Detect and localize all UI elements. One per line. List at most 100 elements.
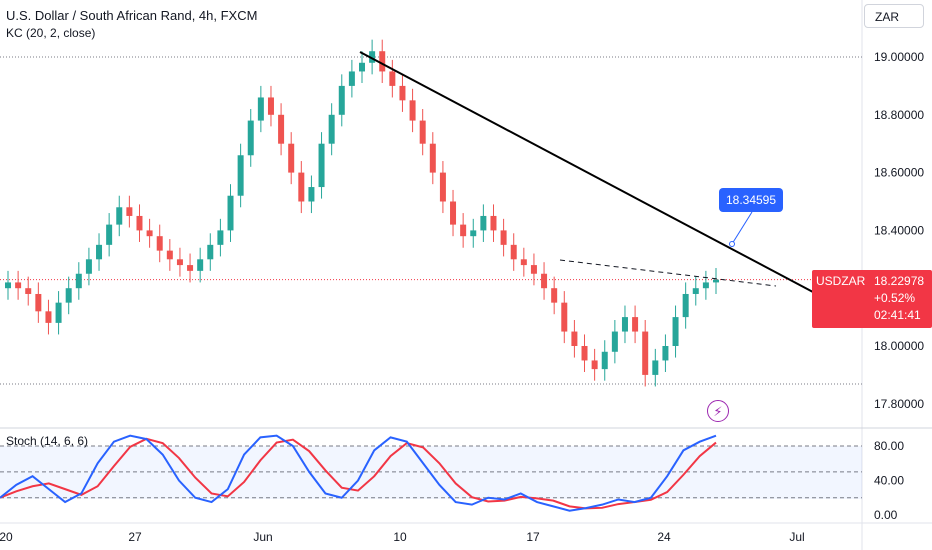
stoch-d-line xyxy=(0,437,717,510)
price-tick-label: 18.60000 xyxy=(874,166,924,180)
candle-body xyxy=(419,120,426,144)
chart-title: U.S. Dollar / South African Rand, 4h, FX… xyxy=(6,8,258,23)
price-callout[interactable]: 18.34595 xyxy=(719,188,783,212)
candle-body xyxy=(106,224,113,245)
last-price-symbol: USDZAR xyxy=(816,274,866,288)
candle-body xyxy=(207,244,214,260)
candle-body xyxy=(450,201,457,225)
candle-body xyxy=(318,143,325,188)
candle-body xyxy=(85,259,92,274)
candle-body xyxy=(267,97,274,115)
time-label: 17 xyxy=(526,530,540,544)
price-tick-label: 19.00000 xyxy=(874,50,924,64)
last-price-value: 18.22978 xyxy=(874,274,925,288)
candle-body xyxy=(409,100,416,121)
candle-body xyxy=(632,317,639,332)
candle-body xyxy=(389,71,396,86)
candle-body xyxy=(65,288,72,303)
indicator-stoch-label[interactable]: Stoch (14, 6, 6) xyxy=(6,434,89,448)
candle-body xyxy=(116,207,123,225)
stoch-tick-label: 0.00 xyxy=(874,508,898,522)
candle-body xyxy=(571,331,578,346)
candle-body xyxy=(257,97,264,121)
candle-body xyxy=(146,230,153,237)
bar-countdown: 02:41:41 xyxy=(874,308,921,322)
candle-body xyxy=(460,224,467,237)
candle-body xyxy=(187,265,194,271)
time-label: 20 xyxy=(0,530,13,544)
time-label: Jun xyxy=(253,530,272,544)
time-label: 10 xyxy=(393,530,407,544)
candle-body xyxy=(197,259,204,271)
stoch-tick-label: 80.00 xyxy=(874,439,904,453)
candle-body xyxy=(530,265,537,274)
candle-body xyxy=(541,273,548,289)
candle-body xyxy=(308,187,315,202)
price-tick-label: 18.40000 xyxy=(874,223,924,237)
candle-body xyxy=(25,288,32,294)
candle-body xyxy=(278,114,285,144)
candle-body xyxy=(611,331,618,352)
candle-body xyxy=(35,293,42,312)
candle-body xyxy=(338,85,345,115)
candle-body xyxy=(328,114,335,144)
candle-body xyxy=(672,317,679,346)
candle-body xyxy=(429,143,436,173)
flash-icon[interactable]: ⚡ xyxy=(707,400,729,422)
candle-body xyxy=(713,279,719,283)
candle-body xyxy=(561,302,568,332)
candle-body xyxy=(55,302,62,323)
stoch-tick-label: 40.00 xyxy=(874,474,904,488)
candle-body xyxy=(480,215,487,231)
candle-body xyxy=(682,293,689,318)
candle-body xyxy=(510,244,517,260)
candle-body xyxy=(237,155,244,196)
candle-body xyxy=(551,288,558,303)
candle-body xyxy=(662,346,669,361)
candle-body xyxy=(591,360,598,370)
candle-body xyxy=(348,71,355,86)
candle-body xyxy=(601,351,608,370)
candle-body xyxy=(298,172,305,202)
trendline xyxy=(359,51,863,319)
last-price-change: +0.52% xyxy=(874,291,916,305)
candle-body xyxy=(490,215,497,231)
time-label: 27 xyxy=(128,530,142,544)
candle-body xyxy=(227,195,234,231)
candle-body xyxy=(379,51,386,72)
candle-body xyxy=(45,311,52,323)
candle-body xyxy=(5,282,11,289)
candle-body xyxy=(217,230,224,245)
candle-body xyxy=(470,230,477,237)
callout-pointer xyxy=(731,211,753,245)
time-label: 24 xyxy=(657,530,671,544)
candle-body xyxy=(288,143,295,173)
last-price-badge: USDZAR 18.22978 +0.52% 02:41:41 xyxy=(812,270,932,328)
currency-button[interactable]: ZAR xyxy=(864,4,924,28)
candle-body xyxy=(642,331,649,375)
candle-body xyxy=(96,244,103,260)
candle-body xyxy=(621,317,628,332)
price-pane xyxy=(0,0,862,428)
candle-body xyxy=(702,282,709,289)
candle-body xyxy=(652,360,659,375)
candle-body xyxy=(15,282,22,289)
stoch-k-line xyxy=(0,434,717,512)
candle-body xyxy=(247,120,254,156)
candle-body xyxy=(156,236,163,251)
time-label: Jul xyxy=(789,530,804,544)
candle-body xyxy=(581,346,588,361)
indicator-kc-label[interactable]: KC (20, 2, close) xyxy=(6,26,96,40)
candle-body xyxy=(166,250,173,260)
candle-body xyxy=(439,172,446,202)
candle-body xyxy=(126,207,133,216)
price-tick-label: 18.80000 xyxy=(874,108,924,122)
candle-body xyxy=(75,273,82,289)
dashed-trendline xyxy=(559,259,777,287)
candle-body xyxy=(520,259,527,266)
candle-body xyxy=(176,259,183,266)
price-tick-label: 17.80000 xyxy=(874,397,924,411)
candle-body xyxy=(369,51,376,63)
candle-body xyxy=(136,215,143,231)
